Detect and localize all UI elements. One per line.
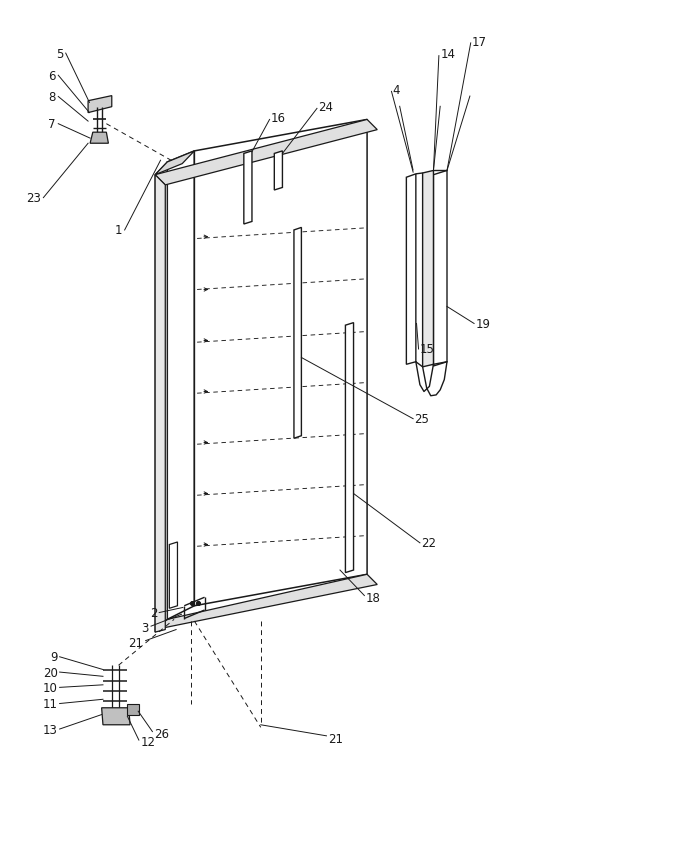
- Text: 21: 21: [129, 636, 143, 649]
- Text: 1: 1: [114, 224, 122, 237]
- Text: 5: 5: [56, 48, 64, 60]
- Text: 23: 23: [26, 192, 41, 204]
- Text: 20: 20: [43, 665, 58, 679]
- Polygon shape: [101, 708, 130, 725]
- Text: 6: 6: [48, 70, 56, 83]
- Text: 15: 15: [420, 343, 435, 356]
- Polygon shape: [274, 152, 282, 191]
- Polygon shape: [155, 163, 167, 632]
- Text: 18: 18: [366, 591, 381, 604]
- Text: 3: 3: [141, 622, 149, 635]
- Text: 4: 4: [393, 84, 401, 97]
- Text: 13: 13: [43, 722, 58, 735]
- Text: 9: 9: [50, 650, 58, 664]
- Polygon shape: [90, 133, 108, 144]
- Polygon shape: [155, 152, 194, 176]
- Polygon shape: [88, 96, 112, 113]
- Polygon shape: [127, 704, 139, 715]
- Polygon shape: [423, 171, 433, 367]
- Text: 8: 8: [48, 91, 56, 104]
- Text: 21: 21: [328, 732, 343, 745]
- Text: 22: 22: [422, 537, 437, 550]
- Polygon shape: [407, 175, 416, 365]
- Text: 24: 24: [318, 101, 333, 114]
- Polygon shape: [169, 543, 177, 608]
- Polygon shape: [433, 171, 447, 366]
- Polygon shape: [194, 120, 367, 606]
- Text: 2: 2: [150, 607, 157, 619]
- Text: 25: 25: [415, 412, 429, 426]
- Text: 11: 11: [43, 697, 58, 711]
- Polygon shape: [244, 152, 252, 225]
- Polygon shape: [345, 323, 354, 573]
- Text: 7: 7: [48, 118, 56, 131]
- Polygon shape: [294, 228, 301, 439]
- Polygon shape: [155, 120, 377, 186]
- Text: 17: 17: [472, 36, 487, 49]
- Text: 12: 12: [140, 735, 155, 748]
- Text: 10: 10: [43, 681, 58, 694]
- Text: 26: 26: [154, 727, 169, 740]
- Polygon shape: [167, 152, 194, 619]
- Polygon shape: [155, 574, 377, 630]
- Text: 14: 14: [440, 48, 455, 60]
- Text: 19: 19: [475, 318, 490, 331]
- Polygon shape: [155, 176, 165, 632]
- Text: 16: 16: [271, 112, 286, 125]
